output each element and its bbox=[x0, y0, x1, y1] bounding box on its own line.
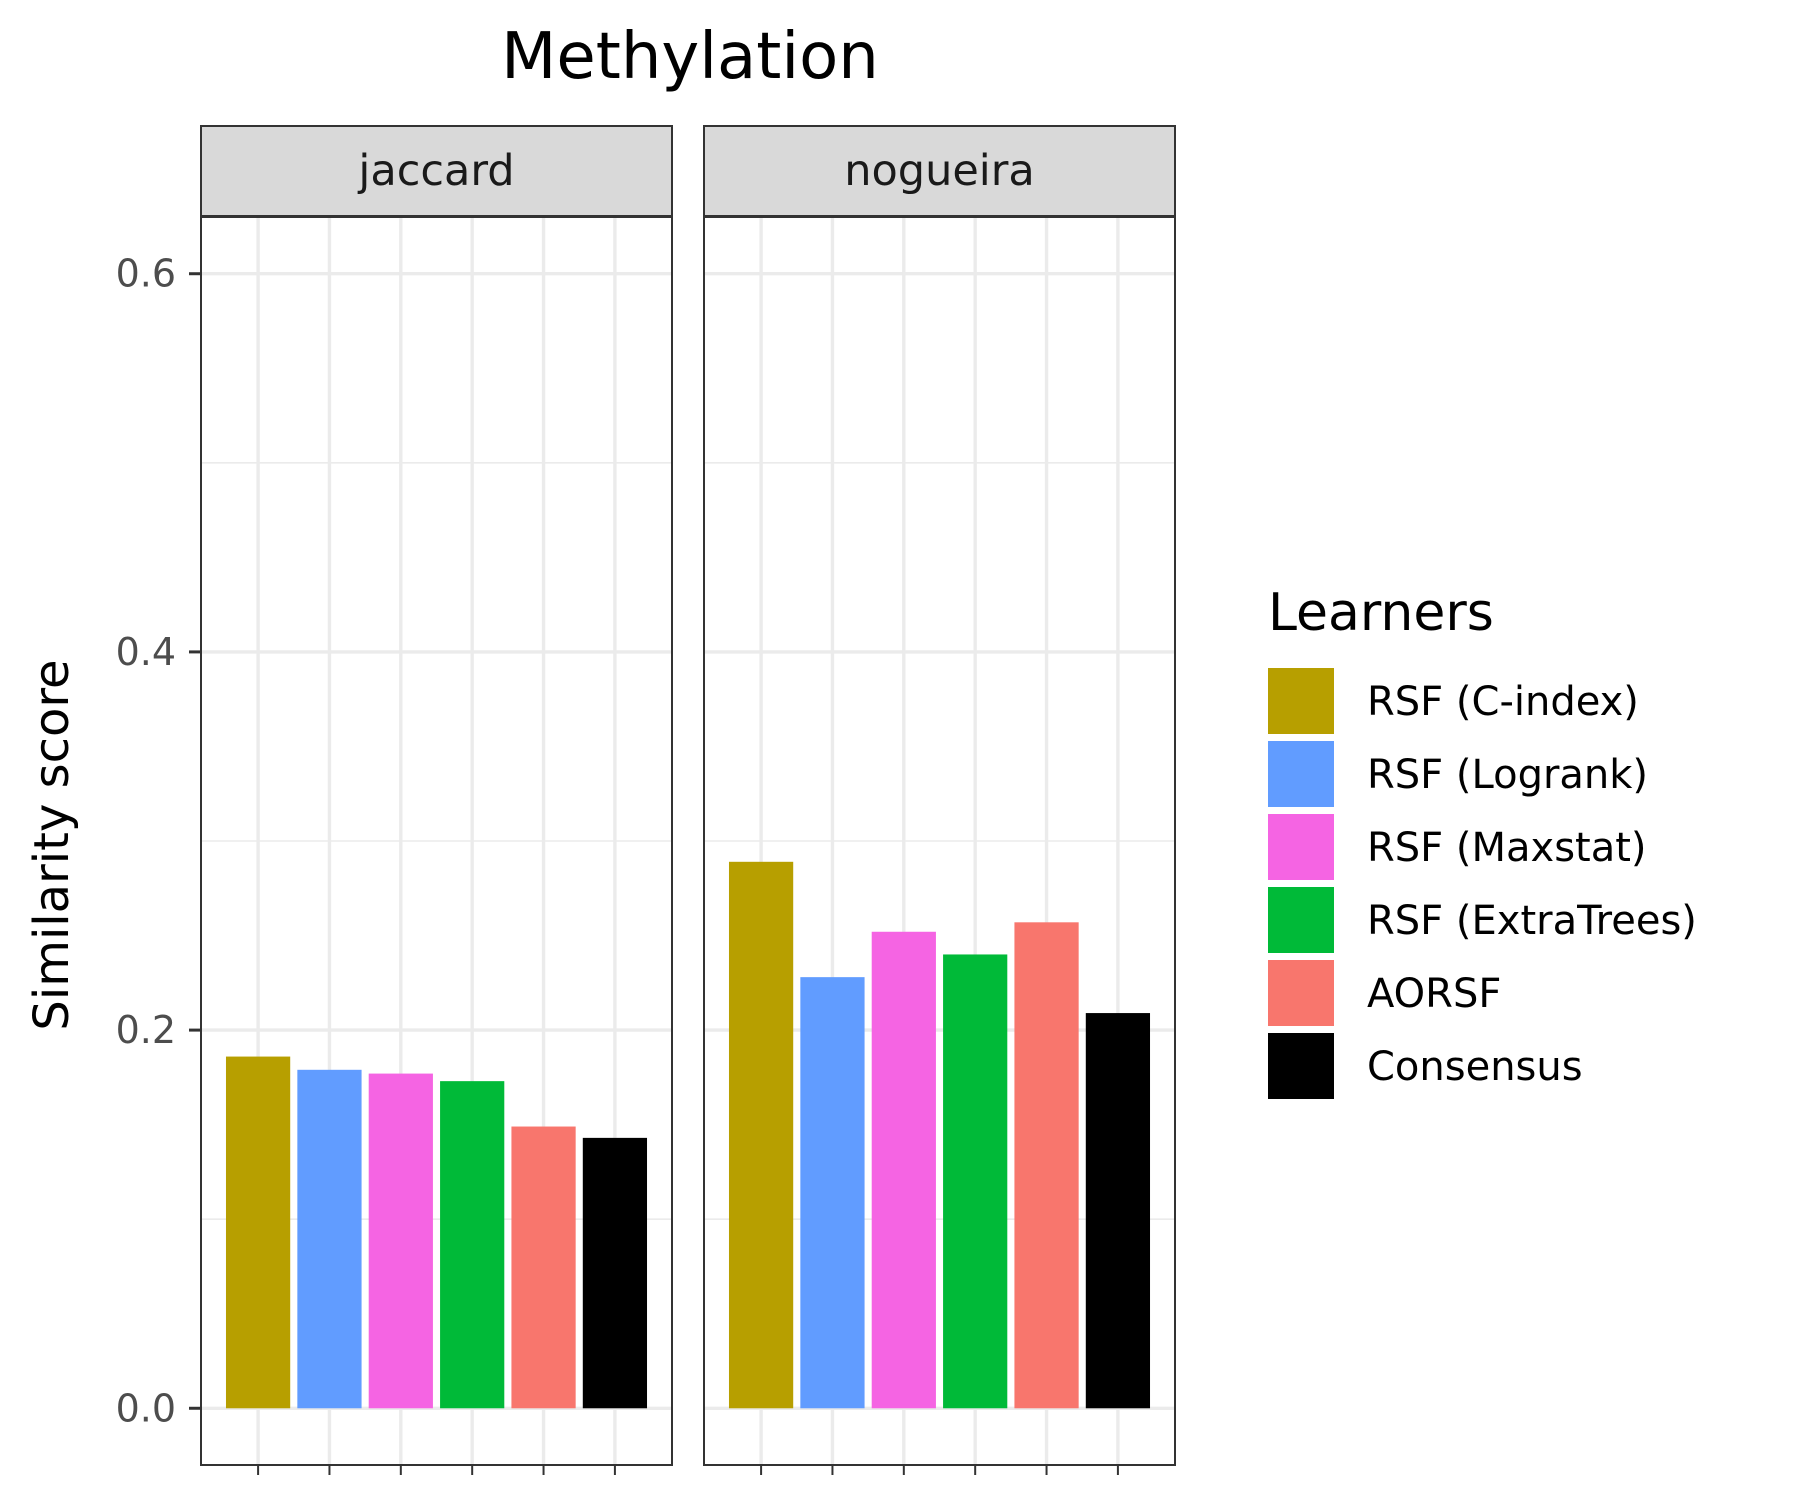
y-axis-title: Similarity score bbox=[24, 659, 80, 1030]
legend-label: AORSF bbox=[1367, 971, 1501, 1017]
legend-label: Consensus bbox=[1367, 1044, 1583, 1090]
bar-nogueira-0 bbox=[728, 861, 794, 1409]
panel-border bbox=[703, 216, 1176, 1466]
legend-label: RSF (C-index) bbox=[1367, 679, 1639, 725]
bar-jaccard-2 bbox=[368, 1073, 433, 1409]
legend-item: RSF (Logrank) bbox=[1268, 741, 1648, 807]
y-axis: 0.0 0.2 0.4 0.6 bbox=[116, 252, 201, 1430]
legend-key bbox=[1268, 668, 1334, 734]
bar-nogueira-2 bbox=[871, 931, 936, 1409]
legend-item: RSF (ExtraTrees) bbox=[1268, 887, 1697, 953]
legend: Learners RSF (C-index)RSF (Logrank)RSF (… bbox=[1268, 583, 1697, 1099]
panel-border bbox=[200, 216, 673, 1466]
bar-jaccard-1 bbox=[297, 1069, 362, 1409]
bar-nogueira-3 bbox=[943, 954, 1008, 1409]
bar-nogueira-4 bbox=[1014, 922, 1079, 1409]
bar-jaccard-0 bbox=[225, 1056, 291, 1409]
legend-title: Learners bbox=[1268, 583, 1494, 643]
bar-nogueira-1 bbox=[800, 977, 865, 1409]
facet-label: nogueira bbox=[844, 146, 1035, 196]
y-tick-label: 0.0 bbox=[116, 1386, 176, 1430]
bar-jaccard-4 bbox=[511, 1126, 576, 1409]
legend-key bbox=[1268, 960, 1334, 1026]
chart-title: Methylation bbox=[501, 20, 879, 94]
bar-jaccard-5 bbox=[582, 1137, 648, 1409]
legend-key bbox=[1268, 741, 1334, 807]
bar-jaccard-3 bbox=[440, 1081, 505, 1409]
facet-label: jaccard bbox=[357, 146, 514, 196]
legend-item: Consensus bbox=[1268, 1033, 1583, 1099]
legend-label: RSF (Logrank) bbox=[1367, 752, 1648, 798]
y-tick-label: 0.2 bbox=[116, 1008, 176, 1052]
y-tick-label: 0.6 bbox=[116, 252, 176, 296]
legend-label: RSF (ExtraTrees) bbox=[1367, 898, 1697, 944]
legend-item: AORSF bbox=[1268, 960, 1501, 1026]
legend-key bbox=[1268, 1033, 1334, 1099]
facet-strip bbox=[200, 125, 673, 217]
legend-key bbox=[1268, 814, 1334, 880]
legend-item: RSF (C-index) bbox=[1268, 668, 1639, 734]
bar-nogueira-5 bbox=[1085, 1013, 1151, 1409]
legend-item: RSF (Maxstat) bbox=[1268, 814, 1647, 880]
legend-label: RSF (Maxstat) bbox=[1367, 825, 1647, 871]
facet-panels: jaccard nogueira bbox=[200, 125, 1176, 1475]
facet-jaccard: jaccard bbox=[200, 125, 673, 1475]
facet-nogueira: nogueira bbox=[703, 125, 1176, 1475]
legend-items: RSF (C-index) RSF (Logrank) RSF (Maxstat) R… bbox=[1268, 668, 1697, 1099]
facet-strip bbox=[703, 125, 1176, 217]
legend-key bbox=[1268, 887, 1334, 953]
y-tick-label: 0.4 bbox=[116, 630, 176, 674]
